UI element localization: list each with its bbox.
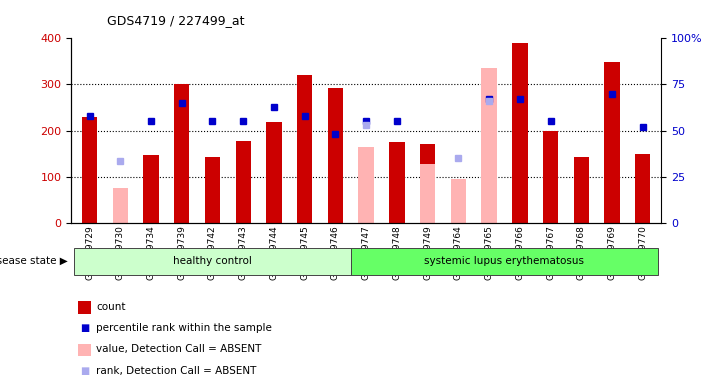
Bar: [451, 179, 466, 223]
Text: systemic lupus erythematosus: systemic lupus erythematosus: [424, 256, 584, 266]
Text: value, Detection Call = ABSENT: value, Detection Call = ABSENT: [96, 344, 262, 354]
Bar: [297, 75, 312, 223]
Bar: [420, 144, 435, 223]
Bar: [358, 147, 374, 223]
Bar: [267, 122, 282, 223]
Bar: [635, 154, 651, 223]
Bar: [112, 188, 128, 223]
Text: percentile rank within the sample: percentile rank within the sample: [96, 323, 272, 333]
Bar: [205, 157, 220, 223]
Bar: [389, 142, 405, 223]
Bar: [481, 68, 497, 223]
Bar: [604, 62, 620, 223]
Bar: [574, 157, 589, 223]
Text: count: count: [96, 302, 125, 312]
Bar: [351, 248, 658, 275]
Text: ■: ■: [80, 323, 90, 333]
Bar: [420, 164, 435, 223]
Bar: [512, 43, 528, 223]
Bar: [144, 154, 159, 223]
Text: ■: ■: [80, 366, 90, 376]
Bar: [174, 84, 189, 223]
Bar: [82, 117, 97, 223]
Text: GDS4719 / 227499_at: GDS4719 / 227499_at: [107, 14, 244, 27]
Bar: [543, 131, 558, 223]
Text: healthy control: healthy control: [173, 256, 252, 266]
Bar: [74, 248, 351, 275]
Text: rank, Detection Call = ABSENT: rank, Detection Call = ABSENT: [96, 366, 257, 376]
Text: disease state ▶: disease state ▶: [0, 256, 68, 266]
Bar: [235, 141, 251, 223]
Bar: [328, 88, 343, 223]
